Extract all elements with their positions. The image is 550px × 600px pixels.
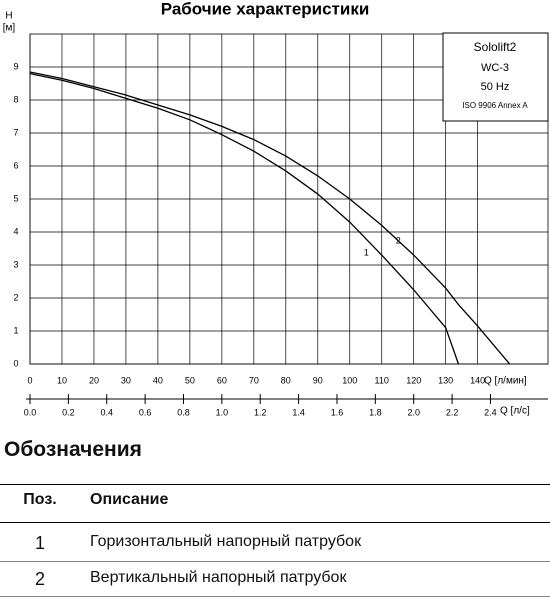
table-rule: [0, 522, 550, 523]
y-tick-label: 8: [13, 94, 18, 104]
x2-tick-label: 0.2: [62, 407, 75, 417]
table-cell: Горизонтальный напорный патрубок: [90, 533, 362, 550]
y-tick-label: 1: [13, 325, 18, 335]
table-rule: [0, 596, 550, 597]
y-tick-label: 5: [13, 193, 18, 203]
y-tick-label: 3: [13, 259, 18, 269]
x-tick-label: 20: [89, 375, 99, 385]
info-text: 50 Hz: [481, 81, 510, 93]
y-tick-label: 9: [13, 61, 18, 71]
y-axis-unit: [м]: [3, 23, 16, 34]
y-tick-label: 7: [13, 127, 18, 137]
curve-label: 2: [396, 235, 401, 245]
curve: [29, 72, 460, 365]
info-text: WC-3: [481, 62, 509, 74]
x-tick-label: 140: [470, 375, 485, 385]
x2-tick-label: 1.2: [254, 407, 267, 417]
x-tick-label: 60: [217, 375, 227, 385]
x-axis-label: Q [л/мин]: [484, 376, 527, 387]
x2-tick-label: 2.0: [407, 407, 420, 417]
y-tick-label: 4: [13, 226, 18, 236]
x2-tick-label: 2.4: [484, 407, 497, 417]
x-tick-label: 40: [153, 375, 163, 385]
table-header: Описание: [90, 491, 169, 508]
table-rule: [0, 484, 550, 485]
x2-tick-label: 1.6: [331, 407, 344, 417]
x2-tick-label: 0.6: [139, 407, 152, 417]
x2-tick-label: 2.2: [446, 407, 459, 417]
y-tick-label: 0: [13, 358, 18, 368]
x-tick-label: 110: [375, 375, 389, 385]
section-title: Обозначения: [4, 438, 142, 461]
chart-title: Рабочие характеристики: [161, 0, 370, 18]
x2-axis-label: Q [л/с]: [500, 406, 530, 417]
curve-label: 1: [364, 247, 369, 257]
table-cell: 1: [34, 533, 45, 553]
x2-tick-label: 0.4: [100, 407, 113, 417]
x2-tick-label: 1.8: [369, 407, 382, 417]
chart: Рабочие характеристики H [м] Q [л/мин] Q…: [3, 0, 549, 417]
x-tick-label: 100: [342, 375, 357, 385]
y-tick-label: 6: [13, 160, 18, 170]
x-tick-label: 0: [27, 375, 32, 385]
table-header: Поз.: [23, 491, 57, 508]
x-tick-label: 130: [438, 375, 453, 385]
info-text: Sololift2: [474, 40, 517, 54]
x2-tick-label: 0.0: [24, 407, 37, 417]
table-rule: [0, 561, 550, 562]
x2-tick-label: 1.0: [216, 407, 229, 417]
info-text: ISO 9906 Annex A: [462, 101, 528, 110]
x-tick-label: 50: [185, 375, 195, 385]
x-tick-label: 30: [121, 375, 131, 385]
y-axis-label: H: [5, 11, 12, 22]
y-tick-label: 2: [13, 292, 18, 302]
curve: [29, 71, 511, 365]
x-tick-label: 70: [249, 375, 259, 385]
info-box: [442, 32, 549, 122]
x2-tick-label: 0.8: [177, 407, 190, 417]
table-cell: Вертикальный напорный патрубок: [90, 569, 347, 586]
x-tick-label: 90: [313, 375, 323, 385]
x-tick-label: 120: [406, 375, 421, 385]
x-tick-label: 10: [57, 375, 67, 385]
table-cell: 2: [34, 569, 45, 589]
plot-frame: [29, 33, 549, 365]
x2-tick-label: 1.4: [292, 407, 305, 417]
x-tick-label: 80: [281, 375, 291, 385]
